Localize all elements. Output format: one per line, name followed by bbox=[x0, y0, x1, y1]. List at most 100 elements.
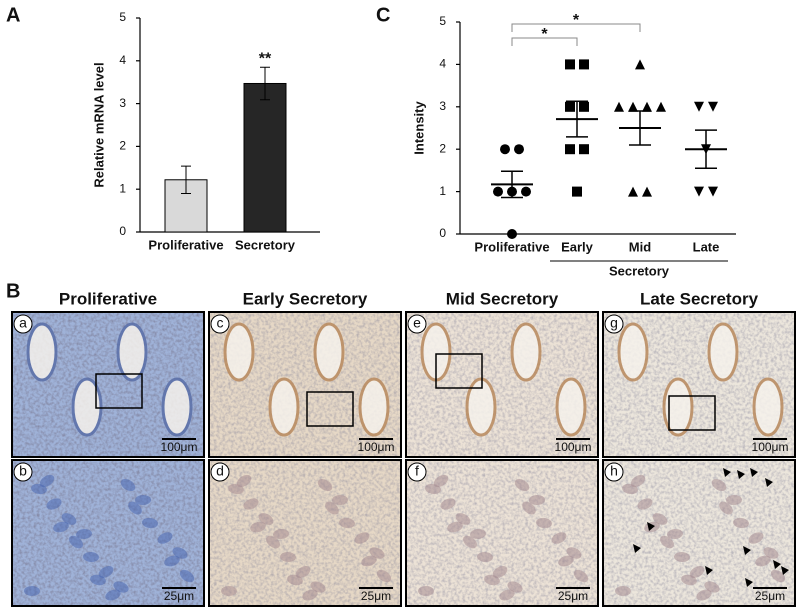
nucleus bbox=[317, 478, 333, 492]
nucleus bbox=[667, 528, 683, 540]
gland bbox=[510, 322, 542, 382]
nucleus bbox=[660, 535, 674, 549]
arrowhead bbox=[737, 470, 745, 479]
data-point bbox=[565, 101, 575, 112]
data-point bbox=[500, 144, 510, 155]
nucleus bbox=[470, 528, 486, 540]
nucleus bbox=[369, 547, 385, 559]
significance-bracket bbox=[511, 37, 578, 46]
scale-label: 25μm bbox=[558, 589, 588, 603]
arrowhead bbox=[633, 544, 641, 553]
nucleus bbox=[711, 478, 727, 492]
panel-letter: e bbox=[413, 315, 421, 331]
nucleus bbox=[674, 551, 690, 563]
data-point bbox=[565, 144, 575, 155]
nucleus bbox=[24, 585, 40, 597]
nucleus bbox=[514, 478, 530, 492]
nucleus bbox=[463, 535, 477, 549]
error-bar bbox=[566, 100, 588, 138]
gland bbox=[71, 377, 103, 437]
nucleus bbox=[164, 555, 180, 567]
column-header: Mid Secretory bbox=[446, 289, 559, 308]
nucleus bbox=[507, 581, 523, 593]
nucleus bbox=[573, 569, 589, 583]
nucleus bbox=[455, 513, 471, 525]
panel-letter-badge bbox=[407, 314, 427, 334]
nucleus bbox=[499, 589, 515, 601]
data-point bbox=[507, 229, 517, 239]
data-point bbox=[579, 59, 589, 70]
nucleus bbox=[172, 547, 188, 559]
data-point bbox=[642, 186, 652, 197]
nucleus bbox=[536, 517, 552, 529]
data-point bbox=[708, 101, 718, 112]
arrowhead bbox=[781, 566, 789, 575]
data-point bbox=[579, 144, 589, 155]
data-point bbox=[694, 101, 704, 112]
nucleus bbox=[492, 566, 508, 578]
panel-label: B bbox=[6, 280, 20, 302]
column-header: Proliferative bbox=[59, 289, 157, 308]
panel-border bbox=[405, 311, 599, 458]
nucleus bbox=[361, 555, 377, 567]
nucleus bbox=[558, 555, 574, 567]
gland bbox=[268, 377, 300, 437]
data-point bbox=[635, 59, 645, 70]
significance-bracket bbox=[511, 23, 641, 32]
panel-border bbox=[405, 459, 599, 607]
inset-box bbox=[306, 391, 354, 427]
nucleus bbox=[83, 551, 99, 563]
scale-label: 100μm bbox=[555, 440, 592, 454]
panel-border bbox=[11, 311, 205, 458]
inset-box bbox=[95, 373, 143, 409]
nucleus bbox=[339, 517, 355, 529]
gland bbox=[313, 322, 345, 382]
significance-label: * bbox=[573, 12, 580, 29]
nucleus bbox=[630, 474, 646, 488]
error-bar bbox=[629, 110, 651, 146]
y-tick-label: 4 bbox=[119, 53, 126, 67]
nucleus bbox=[221, 585, 237, 597]
nucleus bbox=[748, 532, 764, 544]
scale-label: 25μm bbox=[361, 589, 391, 603]
column-header: Early Secretory bbox=[243, 289, 368, 308]
nucleus bbox=[733, 517, 749, 529]
panel-border bbox=[602, 459, 796, 607]
gland bbox=[555, 377, 587, 437]
y-tick-label: 4 bbox=[439, 57, 446, 71]
nucleus bbox=[69, 535, 83, 549]
nucleus bbox=[433, 474, 449, 488]
nucleus bbox=[418, 585, 434, 597]
nucleus bbox=[529, 494, 545, 506]
nucleus bbox=[689, 566, 705, 578]
nucleus bbox=[770, 569, 786, 583]
nucleus bbox=[266, 535, 280, 549]
data-point bbox=[521, 186, 531, 197]
nucleus bbox=[258, 513, 274, 525]
nucleus bbox=[280, 551, 296, 563]
arrowhead bbox=[743, 546, 751, 555]
annotation: ** bbox=[259, 50, 272, 67]
data-point bbox=[514, 144, 524, 155]
arrowhead bbox=[750, 468, 758, 477]
panel-letter-badge bbox=[13, 314, 33, 334]
error-bar bbox=[181, 165, 191, 194]
nucleus bbox=[179, 569, 195, 583]
nucleus bbox=[142, 517, 158, 529]
panel-border bbox=[602, 311, 796, 458]
data-point bbox=[572, 186, 582, 197]
nucleus bbox=[302, 589, 318, 601]
nucleus bbox=[236, 474, 252, 488]
nucleus bbox=[615, 585, 631, 597]
nucleus bbox=[477, 551, 493, 563]
data-point bbox=[579, 101, 589, 112]
nucleus bbox=[98, 566, 114, 578]
significance-label: * bbox=[541, 26, 548, 43]
nucleus bbox=[719, 501, 733, 515]
y-tick-label: 5 bbox=[119, 10, 126, 24]
nucleus bbox=[726, 494, 742, 506]
nucleus bbox=[354, 532, 370, 544]
y-tick-label: 0 bbox=[439, 226, 446, 240]
nucleus bbox=[105, 589, 121, 601]
